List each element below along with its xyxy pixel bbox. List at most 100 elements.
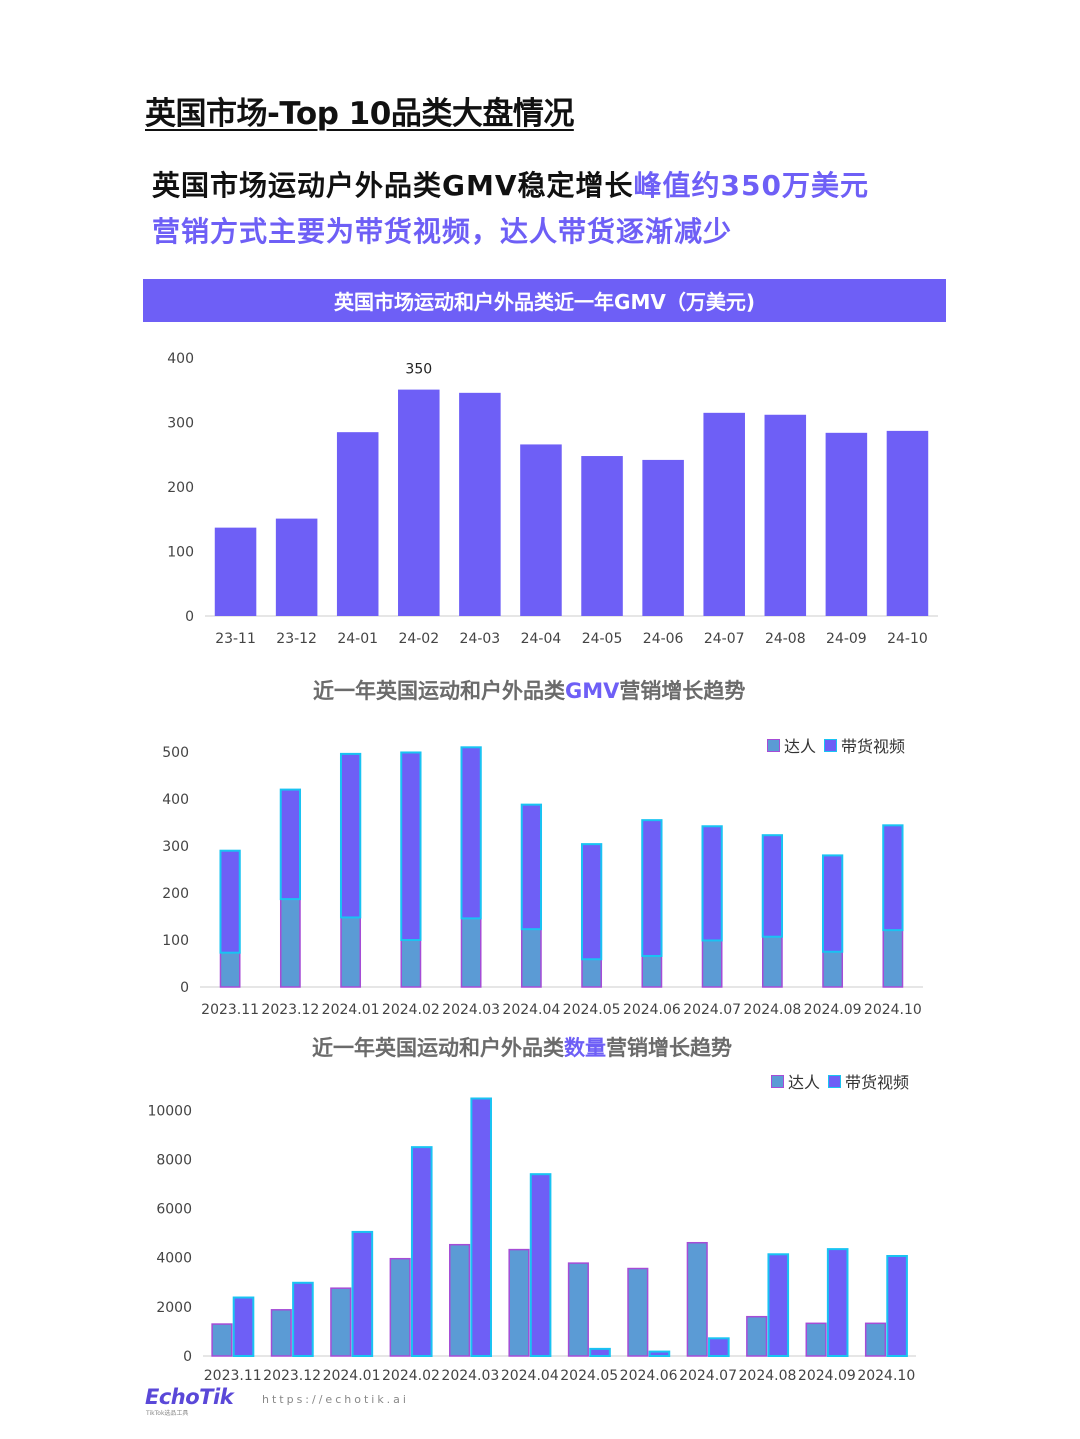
- x-tick-label: 2024.01: [323, 1368, 381, 1384]
- headline-line-2: 营销方式主要为带货视频，达人带货逐渐减少: [152, 215, 733, 248]
- x-tick-label: 2024.10: [857, 1368, 915, 1384]
- bar-kol: [627, 1267, 649, 1357]
- y-tick-label: 200: [167, 480, 194, 496]
- chart2-legend: 达人 带货视频: [767, 733, 913, 757]
- bar: [581, 456, 623, 616]
- headline-accent: 峰值约350万美元: [633, 169, 869, 202]
- bar-video: [400, 751, 422, 941]
- bar-kol: [805, 1322, 827, 1357]
- bar-video: [886, 1254, 908, 1358]
- x-tick-label: 2024.03: [441, 1368, 499, 1384]
- legend-swatch-kol: [767, 738, 780, 752]
- x-tick-label: 2023.12: [261, 1002, 319, 1018]
- x-tick-label: 2024.02: [382, 1368, 440, 1384]
- bar-video: [589, 1347, 611, 1358]
- x-tick-label: 2024.08: [739, 1368, 797, 1384]
- bar-kol: [211, 1323, 233, 1357]
- y-tick-label: 2000: [156, 1300, 192, 1316]
- legend-swatch-video: [824, 738, 838, 752]
- bar-kol: [520, 928, 542, 988]
- x-tick-label: 2023.11: [204, 1368, 262, 1384]
- y-tick-label: 0: [183, 1349, 192, 1365]
- y-tick-label: 10000: [147, 1103, 192, 1119]
- legend-item-kol: 达人: [771, 1069, 820, 1093]
- x-tick-label: 24-09: [826, 631, 867, 647]
- bar-kol: [330, 1287, 352, 1357]
- x-tick-label: 24-01: [337, 631, 378, 647]
- bar-video: [826, 1248, 849, 1357]
- bar-kol: [641, 955, 663, 988]
- bar-kol: [449, 1243, 471, 1357]
- legend-swatch-kol: [771, 1074, 784, 1088]
- bar-kol: [864, 1322, 887, 1357]
- y-tick-label: 100: [162, 933, 189, 949]
- x-tick-label: 24-10: [887, 631, 928, 647]
- x-tick-label: 24-07: [704, 631, 745, 647]
- bar-video: [821, 854, 844, 953]
- x-tick-label: 2024.05: [563, 1002, 621, 1018]
- x-tick-label: 2024.08: [743, 1002, 801, 1018]
- chart1-title-banner: 英国市场运动和户外品类近一年GMV（万美元): [143, 279, 946, 322]
- page-title: 英国市场-Top 10品类大盘情况: [145, 96, 574, 132]
- bar: [520, 444, 562, 616]
- bar-video: [410, 1146, 433, 1358]
- y-tick-label: 100: [167, 545, 194, 561]
- bar-video: [470, 1097, 492, 1358]
- bar-video: [767, 1253, 790, 1358]
- bar-video: [292, 1281, 314, 1357]
- bar-video: [708, 1337, 730, 1358]
- x-tick-label: 2024.04: [501, 1368, 559, 1384]
- bar-video: [648, 1350, 671, 1358]
- bar-video: [351, 1230, 374, 1358]
- bar-video: [761, 834, 784, 938]
- x-tick-label: 2024.05: [560, 1368, 618, 1384]
- headline-plain: 英国市场运动户外品类GMV稳定增长: [152, 169, 634, 202]
- x-tick-label: 24-06: [643, 631, 684, 647]
- y-tick-label: 4000: [156, 1251, 192, 1267]
- y-tick-label: 400: [167, 351, 194, 367]
- bar-video: [460, 746, 482, 920]
- bar-kol: [460, 917, 482, 988]
- bar-kol: [882, 929, 904, 988]
- bar-video: [701, 825, 723, 942]
- y-tick-label: 300: [167, 416, 194, 432]
- bar-kol: [270, 1309, 292, 1357]
- y-tick-label: 8000: [156, 1152, 192, 1168]
- bar: [398, 389, 440, 616]
- x-tick-label: 2023.11: [201, 1002, 259, 1018]
- bar-video: [279, 788, 302, 901]
- bar-video: [232, 1296, 255, 1358]
- x-tick-label: 2024.10: [864, 1002, 922, 1018]
- bar-video: [520, 803, 543, 931]
- x-tick-label: 2024.02: [382, 1002, 440, 1018]
- y-tick-label: 6000: [156, 1202, 192, 1218]
- bar-video: [339, 752, 362, 919]
- echotik-logo: EchoTik: [145, 1385, 234, 1409]
- echotik-logo-subtitle: TikTok选品工具: [146, 1410, 189, 1417]
- bar: [703, 412, 745, 616]
- bar-kol: [746, 1315, 768, 1357]
- x-tick-label: 24-05: [582, 631, 623, 647]
- y-tick-label: 200: [162, 886, 189, 902]
- bar-kol: [567, 1262, 589, 1357]
- headline-line-1: 英国市场运动户外品类GMV稳定增长峰值约350万美元: [152, 164, 869, 204]
- x-tick-label: 2024.04: [502, 1002, 560, 1018]
- legend-swatch-video: [828, 1074, 842, 1088]
- x-tick-label: 2023.12: [263, 1368, 321, 1384]
- bar-kol: [400, 939, 422, 988]
- footer-url[interactable]: https://echotik.ai: [262, 1393, 409, 1406]
- y-tick-label: 400: [162, 792, 189, 808]
- bar-kol: [279, 898, 301, 988]
- x-tick-label: 24-04: [521, 631, 562, 647]
- bar-kol: [340, 916, 362, 988]
- data-label: 350: [405, 362, 432, 378]
- bar-video: [641, 819, 663, 957]
- x-tick-label: 2024.03: [442, 1002, 500, 1018]
- bar: [459, 392, 501, 616]
- bar-kol: [761, 935, 783, 988]
- chart3-legend: 达人 带货视频: [771, 1069, 917, 1093]
- bar: [214, 527, 257, 616]
- legend-item-video: 带货视频: [828, 1069, 909, 1093]
